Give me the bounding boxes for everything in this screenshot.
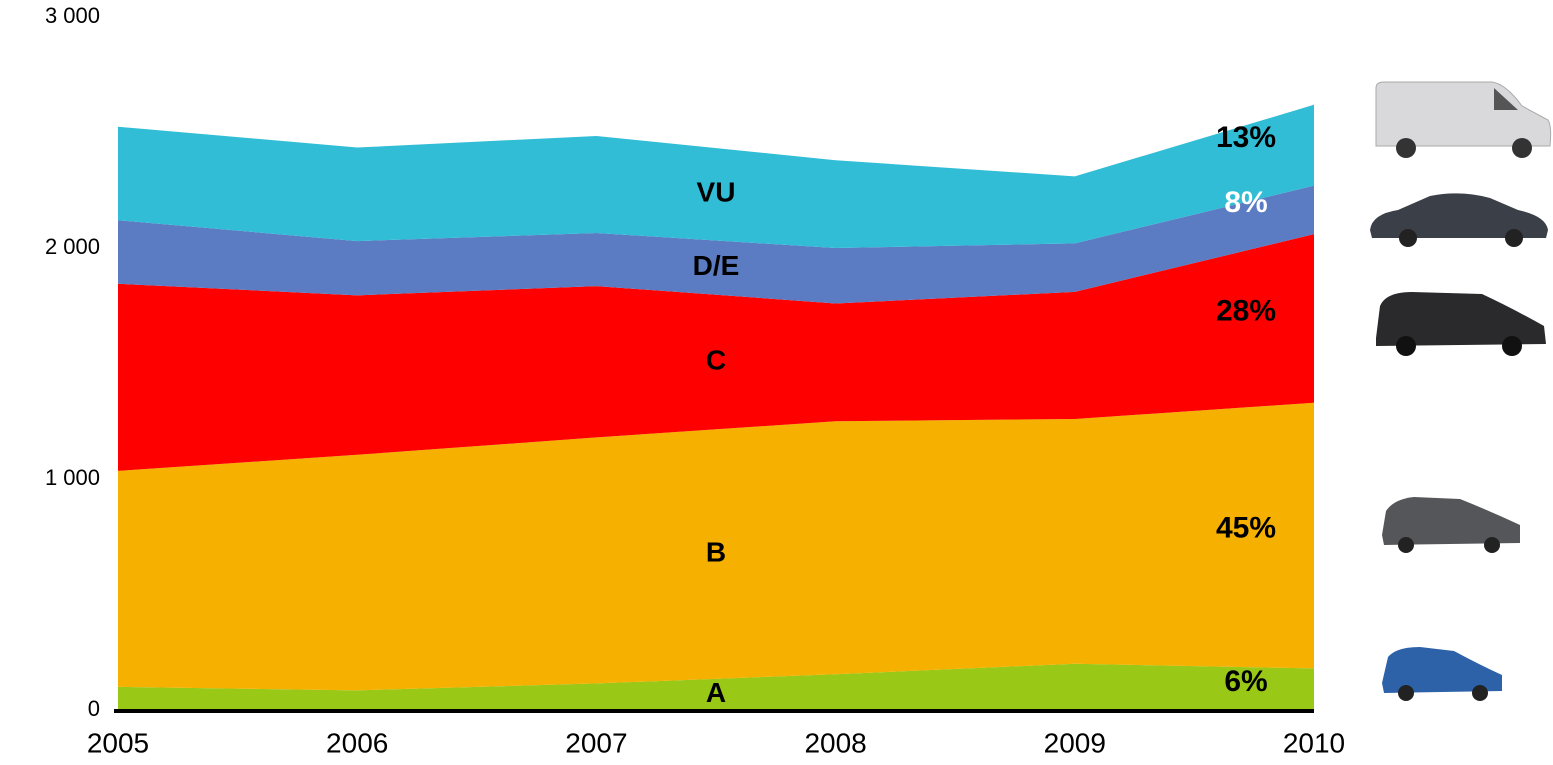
share-label: 28% [1216, 294, 1276, 327]
y-tick-label: 0 [88, 696, 100, 721]
x-tick-label: 2007 [565, 727, 627, 758]
y-tick-label: 2 000 [45, 234, 100, 259]
page: 0 1 000 2 000 3 000 2005 2006 2007 2008 2009 2010… [0, 0, 1553, 765]
series-label: C [706, 344, 726, 375]
x-tick-label: 2009 [1044, 727, 1106, 758]
sedan-icon [1370, 193, 1548, 247]
hatchback-icon [1382, 497, 1520, 553]
series-label: VU [697, 177, 736, 208]
chart: 0 1 000 2 000 3 000 2005 2006 2007 2008 2009 2010… [0, 0, 1553, 765]
y-tick-label: 1 000 [45, 465, 100, 490]
x-tick-label: 2008 [804, 727, 866, 758]
vehicle-icons [1370, 82, 1551, 701]
series-label: D/E [693, 250, 740, 281]
share-label: 13% [1216, 121, 1276, 154]
city-car-icon [1382, 647, 1502, 701]
van-icon [1376, 82, 1551, 158]
y-tick-label: 3 000 [45, 3, 100, 28]
series-label: B [706, 536, 726, 567]
share-label: 8% [1224, 186, 1267, 219]
compact-icon [1376, 292, 1546, 356]
series-label: A [706, 677, 726, 708]
x-tick-label: 2005 [87, 727, 149, 758]
share-label: 45% [1216, 512, 1276, 545]
x-tick-label: 2010 [1283, 727, 1345, 758]
share-label: 6% [1224, 665, 1267, 698]
x-tick-label: 2006 [326, 727, 388, 758]
